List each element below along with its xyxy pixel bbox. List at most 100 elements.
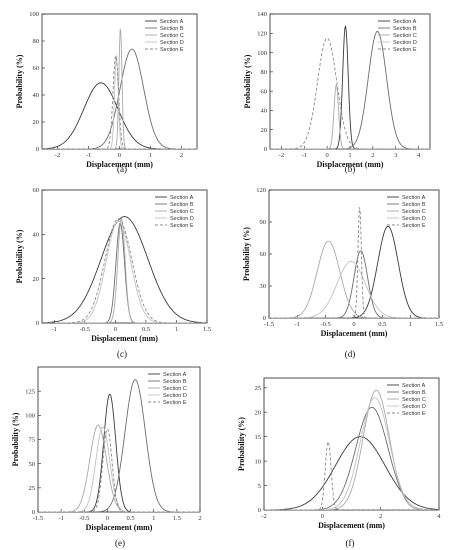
x-tick-label: -0.5: [79, 515, 89, 522]
x-tick-label: 0: [106, 515, 109, 522]
y-tick-label: 0: [258, 507, 261, 514]
x-axis-title: Displacement (mm): [318, 521, 385, 530]
x-tick-label: -1: [86, 152, 91, 159]
series-line-section-d: [38, 426, 200, 512]
y-tick-label: 0: [32, 509, 35, 516]
y-tick-label: 50: [29, 461, 36, 468]
x-axis-title: Displacement (mm): [321, 329, 388, 338]
legend-entry: Section D: [393, 40, 417, 46]
series-line-section-b: [270, 30, 430, 149]
series-line-section-e: [269, 207, 439, 318]
series-line-section-b: [264, 406, 439, 510]
x-tick-label: -1: [295, 321, 300, 328]
x-tick-label: 2: [198, 515, 201, 522]
x-tick-label: 0: [114, 326, 117, 333]
legend-entry: Section B: [170, 202, 194, 208]
series-line-section-a: [270, 25, 430, 149]
panel-label: (a): [117, 164, 127, 174]
x-tick-label: 2: [180, 152, 183, 159]
y-tick-label: 60: [260, 251, 267, 258]
legend-entry: Section E: [393, 47, 417, 53]
y-tick-label: 15: [255, 434, 262, 441]
y-tick-label: 100: [25, 413, 35, 420]
y-tick-label: 60: [33, 187, 40, 194]
y-tick-label: 10: [255, 458, 262, 465]
x-tick-label: 2: [379, 513, 382, 520]
legend-entry: Section A: [393, 19, 417, 25]
legend-entry: Section A: [163, 372, 187, 378]
x-tick-label: 1: [152, 515, 155, 522]
series-line-section-e: [42, 218, 207, 323]
legend-entry: Section B: [160, 26, 184, 32]
x-tick-label: -1.5: [264, 321, 274, 328]
legend-entry: Section D: [163, 393, 187, 399]
series-line-section-c: [42, 217, 207, 323]
y-tick-label: 0: [36, 146, 39, 153]
legend-entry: Section B: [393, 26, 417, 32]
y-tick-label: 40: [261, 108, 268, 115]
y-tick-label: 140: [257, 11, 267, 18]
y-axis-title: Probability (%): [11, 412, 20, 466]
panel-label: (c): [117, 349, 127, 359]
series-line-section-a: [42, 216, 207, 323]
y-tick-label: 0: [36, 320, 39, 327]
legend-entry: Section E: [170, 223, 194, 229]
x-tick-label: 3: [394, 152, 397, 159]
y-tick-label: 120: [256, 187, 266, 194]
y-tick-label: 20: [255, 409, 262, 416]
series-line-section-b: [42, 222, 207, 323]
y-tick-label: 30: [260, 283, 267, 290]
x-tick-label: 1: [175, 326, 178, 333]
x-tick-label: -1.5: [33, 515, 43, 522]
legend-entry: Section E: [163, 400, 187, 406]
y-tick-label: 100: [257, 50, 267, 57]
series-line-section-a: [264, 436, 439, 510]
x-tick-label: -0.5: [321, 321, 331, 328]
y-tick-label: 80: [33, 38, 40, 45]
legend-entry: Section E: [402, 411, 426, 417]
y-axis-title: Probability (%): [237, 417, 246, 471]
x-tick-label: 1.5: [173, 515, 181, 522]
series-line-section-c: [38, 424, 200, 512]
series-line-section-d: [264, 397, 439, 510]
legend-entry: Section A: [402, 383, 426, 389]
x-tick-label: 4: [417, 152, 421, 159]
legend-entry: Section C: [170, 209, 194, 215]
x-tick-label: -0.5: [80, 326, 90, 333]
x-tick-label: 0: [118, 152, 121, 159]
x-tick-label: 0.5: [378, 321, 386, 328]
series-line-section-d: [42, 220, 207, 323]
y-tick-label: 60: [33, 65, 40, 72]
legend-entry: Section B: [402, 202, 426, 208]
series-line-section-e: [270, 37, 430, 149]
series-line-section-e: [42, 54, 197, 149]
x-tick-label: -2: [279, 152, 284, 159]
x-tick-label: 0: [326, 152, 329, 159]
plot-frame: [41, 189, 208, 324]
y-tick-label: 100: [29, 11, 39, 18]
x-tick-label: 0: [321, 513, 324, 520]
legend-entry: Section A: [402, 195, 426, 201]
series-line-section-b: [269, 250, 439, 318]
y-axis-title: Probability (%): [15, 54, 24, 108]
y-axis-title: Probability (%): [242, 227, 251, 281]
x-tick-label: -1: [58, 515, 63, 522]
x-tick-label: 1: [348, 152, 351, 159]
x-tick-label: -2: [261, 513, 266, 520]
y-tick-label: 75: [29, 437, 36, 444]
chart-panel-4: -1.5 -1 -0.5 0 0.5 1 1.5 2 0 25 50 75 100 125 Displace…: [11, 366, 202, 548]
x-axis-title: Displacement (mm): [317, 160, 384, 169]
y-tick-label: 20: [261, 127, 268, 134]
y-tick-label: 40: [33, 232, 40, 239]
panel-label: (d): [345, 349, 356, 359]
y-axis-title: Probability (%): [243, 54, 252, 108]
y-tick-label: 90: [260, 219, 267, 226]
y-tick-label: 25: [29, 485, 36, 492]
series-line-section-e: [264, 440, 439, 510]
y-tick-label: 0: [263, 315, 266, 322]
x-axis-title: Displacement (mm): [86, 523, 153, 532]
legend-entry: Section E: [402, 223, 426, 229]
x-tick-label: 0.5: [142, 326, 150, 333]
